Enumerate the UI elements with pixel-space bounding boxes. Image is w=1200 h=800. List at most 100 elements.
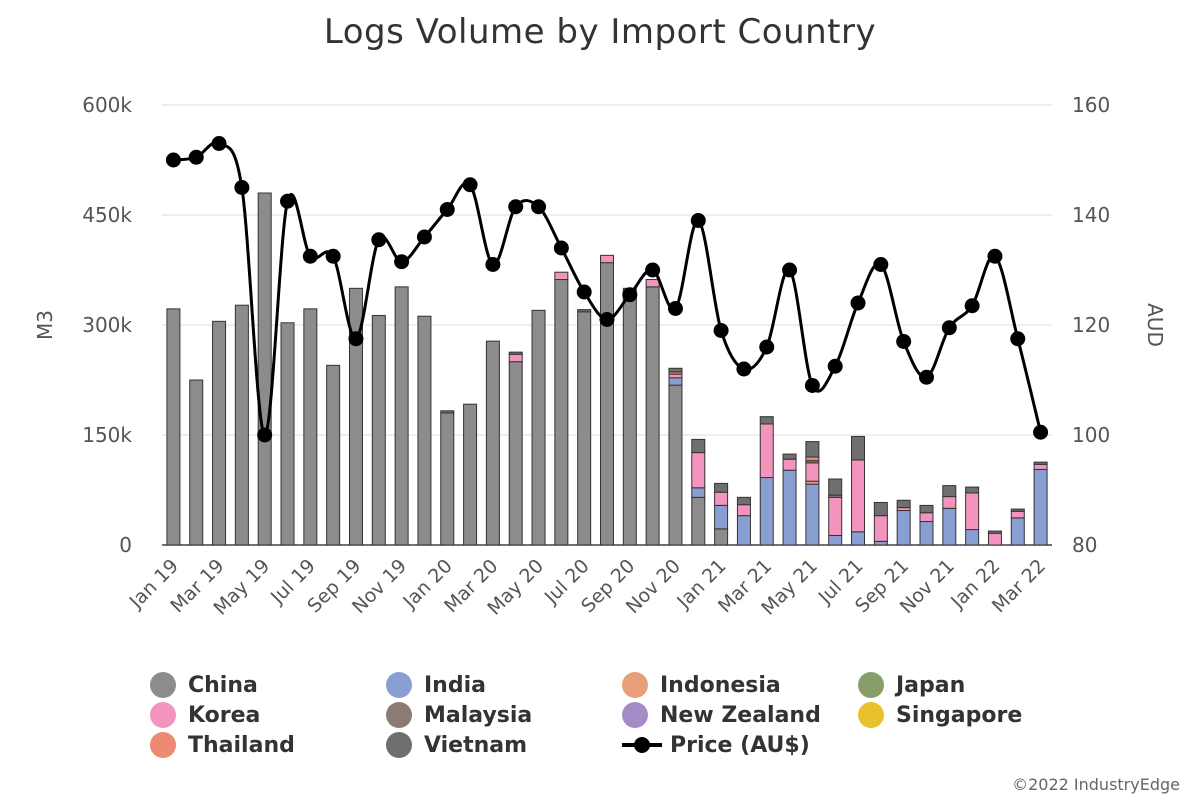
price-point — [553, 240, 569, 256]
y-tick-label: 300k — [82, 313, 132, 337]
bar-korea — [645, 279, 660, 288]
legend-label: Japan — [896, 672, 966, 698]
bar-vietnam — [851, 435, 866, 461]
price-point — [690, 213, 706, 228]
y-axis-label: M3 — [33, 310, 57, 340]
legend-item-singapore[interactable]: Singapore — [858, 702, 1022, 728]
bar-china — [577, 311, 592, 546]
bar-china — [645, 286, 660, 546]
bar-india — [942, 507, 957, 546]
bar-vietnam — [577, 309, 592, 313]
legend-item-korea[interactable]: Korea — [150, 702, 260, 728]
legend-item-indonesia[interactable]: Indonesia — [622, 672, 781, 698]
legend-swatch-icon — [150, 672, 176, 698]
legend-line-marker-icon — [622, 732, 662, 758]
price-point — [257, 427, 273, 443]
bar-korea — [828, 496, 843, 536]
bar-korea — [736, 504, 751, 517]
price-point — [713, 323, 729, 338]
bar-china — [531, 309, 546, 546]
bar-vietnam — [805, 441, 820, 458]
bar-china — [463, 403, 478, 546]
bar-india — [668, 377, 683, 386]
bar-vietnam — [873, 501, 888, 517]
bar-china — [622, 287, 637, 546]
bar-korea — [554, 271, 569, 281]
legend-swatch-icon — [858, 672, 884, 698]
bar-india — [851, 531, 866, 546]
bar-vietnam — [965, 486, 980, 494]
price-point — [462, 177, 478, 193]
bar-india — [1010, 517, 1025, 546]
bar-china — [554, 279, 569, 546]
bar-india — [919, 521, 934, 546]
legend-item-japan[interactable]: Japan — [858, 672, 965, 698]
bar-vietnam — [896, 499, 911, 509]
legend-item-china[interactable]: China — [150, 672, 258, 698]
legend-item-thailand[interactable]: Thailand — [150, 732, 295, 758]
price-point — [964, 298, 980, 314]
price-point — [302, 248, 318, 264]
bar-korea — [782, 458, 797, 471]
price-point — [439, 202, 455, 217]
bar-vietnam — [1010, 508, 1025, 512]
bar-india — [782, 469, 797, 546]
price-point — [782, 262, 798, 278]
bar-vietnam — [691, 438, 706, 454]
bar-korea — [942, 496, 957, 509]
legend-item-malaysia[interactable]: Malaysia — [386, 702, 532, 728]
legend-swatch-icon — [622, 702, 648, 728]
bar-china — [257, 192, 272, 546]
price-point — [280, 193, 296, 209]
price-point — [941, 320, 957, 336]
legend-item-india[interactable]: India — [386, 672, 486, 698]
bar-vietnam — [714, 482, 729, 493]
bar-china — [234, 304, 249, 546]
bar-china — [714, 528, 729, 546]
bar-china — [189, 379, 204, 546]
bar-china — [440, 412, 455, 546]
price-point — [987, 248, 1003, 264]
legend-swatch-icon — [622, 672, 648, 698]
bar-china — [508, 361, 523, 546]
bar-korea — [873, 515, 888, 542]
bar-india — [805, 483, 820, 546]
bar-vietnam — [736, 496, 751, 506]
price-point — [827, 358, 843, 374]
legend-label: Indonesia — [660, 672, 781, 698]
bar-vietnam — [508, 351, 523, 355]
legend-label: Singapore — [896, 702, 1023, 728]
bar-vietnam — [782, 453, 797, 460]
legend-item-vietnam[interactable]: Vietnam — [386, 732, 527, 758]
price-point — [804, 378, 820, 393]
legend-label: Price (AU$) — [670, 732, 810, 758]
bar-thailand — [805, 456, 820, 462]
bar-china — [371, 314, 386, 546]
legend-label: China — [188, 672, 258, 698]
legend-item-new-zealand[interactable]: New Zealand — [622, 702, 821, 728]
price-point — [622, 287, 638, 303]
bar-india — [691, 487, 706, 498]
legend-swatch-icon — [150, 702, 176, 728]
price-point — [1010, 331, 1026, 347]
bar-korea — [1033, 463, 1048, 470]
bar-india — [759, 477, 774, 546]
bar-korea — [759, 423, 774, 479]
bar-india — [736, 515, 751, 546]
legend-swatch-icon — [386, 702, 412, 728]
bar-korea — [1010, 510, 1025, 519]
bar-vietnam — [987, 530, 1002, 534]
price-point — [188, 149, 204, 165]
price-point — [348, 331, 364, 347]
bar-china — [166, 308, 181, 546]
bar-india — [873, 540, 888, 546]
y2-tick-label: 120 — [1072, 313, 1110, 337]
price-point — [918, 369, 934, 385]
legend-item-price-au[interactable]: Price (AU$) — [622, 732, 810, 758]
bar-china — [326, 364, 341, 546]
y-tick-label: 150k — [82, 423, 132, 447]
legend-label: India — [424, 672, 486, 698]
price-point — [234, 180, 250, 195]
price-point — [325, 248, 341, 264]
